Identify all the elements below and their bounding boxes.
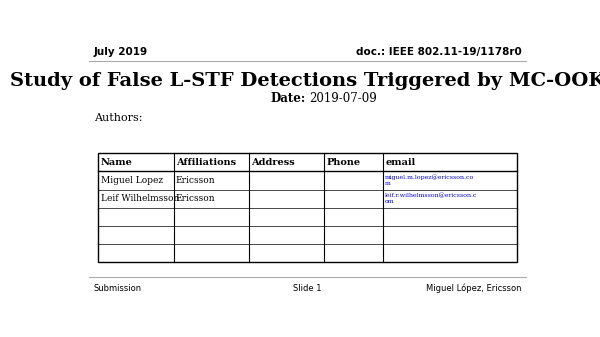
Text: Name: Name (101, 158, 133, 167)
Text: Ericsson: Ericsson (176, 194, 215, 203)
Text: Slide 1: Slide 1 (293, 284, 322, 293)
Text: Phone: Phone (326, 158, 361, 167)
Bar (98, 153, 517, 262)
Text: Miguel López, Ericsson: Miguel López, Ericsson (426, 283, 521, 293)
Text: Submission: Submission (94, 284, 142, 293)
Text: Study of False L-STF Detections Triggered by MC-OOK: Study of False L-STF Detections Triggere… (10, 72, 600, 90)
Text: Address: Address (251, 158, 295, 167)
Text: Affiliations: Affiliations (176, 158, 236, 167)
Text: email: email (385, 158, 415, 167)
Text: 2019-07-09: 2019-07-09 (309, 92, 377, 105)
Text: Authors:: Authors: (94, 113, 142, 123)
Text: Date:: Date: (271, 92, 306, 105)
Text: doc.: IEEE 802.11-19/1178r0: doc.: IEEE 802.11-19/1178r0 (356, 47, 521, 57)
Text: miguel.m.lopez@ericsson.co
m: miguel.m.lopez@ericsson.co m (385, 175, 475, 186)
Text: July 2019: July 2019 (94, 47, 148, 57)
Text: Leif Wilhelmsson: Leif Wilhelmsson (101, 194, 179, 203)
Text: leif.r.wilhelmsson@ericsson.c
om: leif.r.wilhelmsson@ericsson.c om (385, 193, 478, 204)
Text: Ericsson: Ericsson (176, 176, 215, 185)
Text: Miguel Lopez: Miguel Lopez (101, 176, 163, 185)
